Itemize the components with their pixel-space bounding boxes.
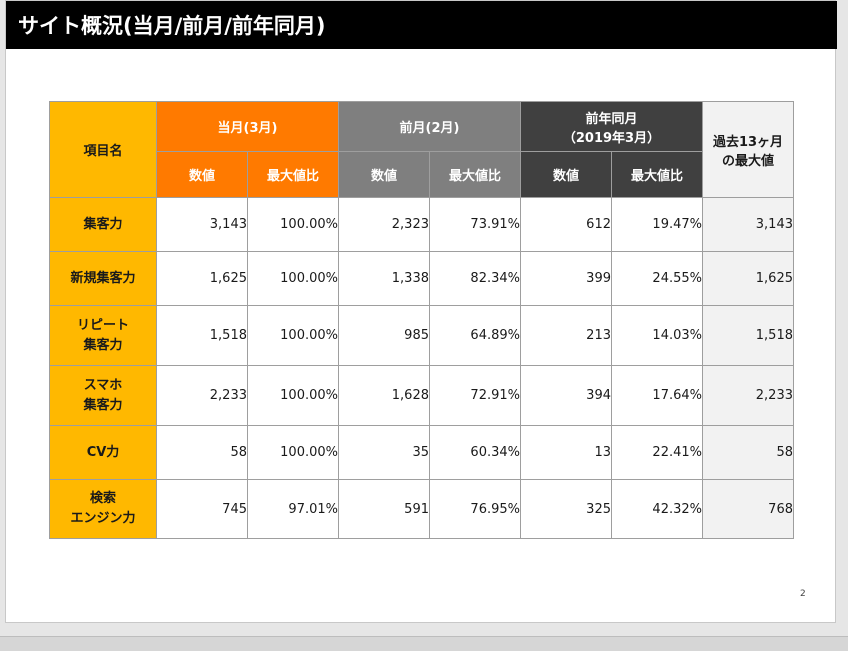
row-label-line2: エンジン力 bbox=[70, 511, 136, 526]
cell-year-ago-value: 399 bbox=[520, 251, 612, 306]
row-label-line1: スマホ bbox=[83, 377, 123, 393]
table-row: リピート集客力 1,518 100.00% 985 64.89% 213 14.… bbox=[49, 305, 794, 366]
cell-current-value: 1,518 bbox=[156, 305, 248, 366]
header-year-ago-line1: 前年同月 bbox=[585, 111, 638, 127]
header-max13-line1: 過去13ヶ月 bbox=[712, 134, 784, 150]
cell-year-ago-value: 612 bbox=[520, 197, 612, 252]
cell-max13: 2,233 bbox=[702, 365, 794, 426]
header-item-name: 項目名 bbox=[49, 101, 157, 198]
cell-max13: 3,143 bbox=[702, 197, 794, 252]
cell-year-ago-ratio: 19.47% bbox=[611, 197, 703, 252]
cell-previous-ratio: 76.95% bbox=[429, 479, 521, 539]
row-label: リピート 集客力 bbox=[49, 305, 157, 366]
cell-previous-ratio: 64.89% bbox=[429, 305, 521, 366]
table-row: CV力 58 100.00% 35 60.34% 13 22.41% 58 bbox=[49, 425, 794, 480]
cell-max13: 1,625 bbox=[702, 251, 794, 306]
row-label-line1: リピート bbox=[76, 317, 129, 333]
row-label: 検索 エンジン力 bbox=[49, 479, 157, 539]
header-current-ratio: 最大値比 bbox=[247, 151, 339, 198]
table-row: 検索エンジン力 745 97.01% 591 76.95% 325 42.32%… bbox=[49, 479, 794, 539]
cell-year-ago-ratio: 14.03% bbox=[611, 305, 703, 366]
cell-year-ago-value: 325 bbox=[520, 479, 612, 539]
row-label-line1: CV力 bbox=[86, 444, 120, 460]
cell-previous-ratio: 60.34% bbox=[429, 425, 521, 480]
cell-current-ratio: 100.00% bbox=[247, 197, 339, 252]
title-bar: サイト概況(当月/前月/前年同月) bbox=[6, 1, 837, 49]
header-current-month: 当月(3月) bbox=[156, 101, 339, 152]
row-label: 新規集客力 bbox=[49, 251, 157, 306]
cell-current-value: 745 bbox=[156, 479, 248, 539]
cell-current-ratio: 100.00% bbox=[247, 251, 339, 306]
cell-previous-ratio: 82.34% bbox=[429, 251, 521, 306]
cell-year-ago-value: 13 bbox=[520, 425, 612, 480]
row-label-line1: 新規集客力 bbox=[70, 270, 136, 286]
cell-previous-value: 1,628 bbox=[338, 365, 430, 426]
row-label: CV力 bbox=[49, 425, 157, 480]
page-number: 2 bbox=[800, 589, 806, 599]
cell-current-ratio: 100.00% bbox=[247, 425, 339, 480]
cell-year-ago-value: 394 bbox=[520, 365, 612, 426]
header-previous-ratio: 最大値比 bbox=[429, 151, 521, 198]
header-year-ago-value: 数値 bbox=[520, 151, 612, 198]
cell-previous-value: 35 bbox=[338, 425, 430, 480]
header-previous-value: 数値 bbox=[338, 151, 430, 198]
page-title: サイト概況(当月/前月/前年同月) bbox=[18, 14, 326, 38]
row-label-line2: 集客力 bbox=[83, 337, 123, 353]
window-bottom-strip bbox=[0, 636, 848, 651]
header-year-ago: 前年同月 （2019年3月） bbox=[520, 101, 703, 152]
row-label-line2: 集客力 bbox=[83, 397, 123, 413]
slide: サイト概況(当月/前月/前年同月) 項目名 当月(3月) 前月(2月) 前年同月… bbox=[5, 0, 837, 623]
table-row: 新規集客力 1,625 100.00% 1,338 82.34% 399 24.… bbox=[49, 251, 794, 306]
row-label: スマホ 集客力 bbox=[49, 365, 157, 426]
header-previous-month: 前月(2月) bbox=[338, 101, 521, 152]
cell-current-ratio: 100.00% bbox=[247, 305, 339, 366]
cell-year-ago-ratio: 24.55% bbox=[611, 251, 703, 306]
cell-max13: 58 bbox=[702, 425, 794, 480]
row-label-line1: 検索 bbox=[89, 491, 116, 506]
cell-current-value: 1,625 bbox=[156, 251, 248, 306]
cell-max13: 768 bbox=[702, 479, 794, 539]
cell-year-ago-ratio: 17.64% bbox=[611, 365, 703, 426]
cell-year-ago-value: 213 bbox=[520, 305, 612, 366]
cell-current-value: 2,233 bbox=[156, 365, 248, 426]
row-label-line1: 集客力 bbox=[83, 216, 123, 232]
cell-previous-ratio: 73.91% bbox=[429, 197, 521, 252]
header-current-value: 数値 bbox=[156, 151, 248, 198]
cell-previous-value: 985 bbox=[338, 305, 430, 366]
header-max13-line2: の最大値 bbox=[721, 153, 774, 169]
cell-current-ratio: 97.01% bbox=[247, 479, 339, 539]
cell-max13: 1,518 bbox=[702, 305, 794, 366]
table-row: 集客力 3,143 100.00% 2,323 73.91% 612 19.47… bbox=[49, 197, 794, 252]
cell-previous-value: 2,323 bbox=[338, 197, 430, 252]
header-year-ago-line2: （2019年3月） bbox=[562, 130, 661, 146]
cell-previous-value: 591 bbox=[338, 479, 430, 539]
cell-year-ago-ratio: 22.41% bbox=[611, 425, 703, 480]
header-year-ago-ratio: 最大値比 bbox=[611, 151, 703, 198]
row-label: 集客力 bbox=[49, 197, 157, 252]
cell-previous-ratio: 72.91% bbox=[429, 365, 521, 426]
cell-current-value: 3,143 bbox=[156, 197, 248, 252]
cell-current-value: 58 bbox=[156, 425, 248, 480]
site-overview-table: 項目名 当月(3月) 前月(2月) 前年同月 （2019年3月） 過去13ヶ月 … bbox=[49, 101, 794, 539]
table-row: スマホ集客力 2,233 100.00% 1,628 72.91% 394 17… bbox=[49, 365, 794, 426]
cell-current-ratio: 100.00% bbox=[247, 365, 339, 426]
cell-year-ago-ratio: 42.32% bbox=[611, 479, 703, 539]
cell-previous-value: 1,338 bbox=[338, 251, 430, 306]
header-max13: 過去13ヶ月 の最大値 bbox=[702, 101, 794, 198]
